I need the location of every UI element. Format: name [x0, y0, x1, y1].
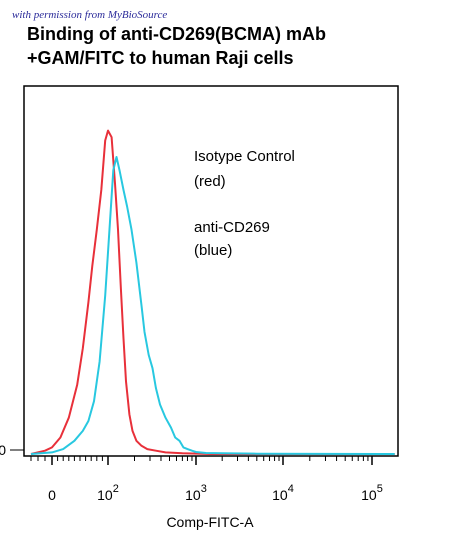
- y-tick-label: 0: [0, 442, 6, 458]
- x-tick-label: 104: [272, 483, 294, 503]
- x-tick-label: 105: [361, 483, 383, 503]
- annotation-anti-cd269: anti-CD269: [194, 219, 270, 236]
- anti-cd269-curve: [30, 156, 395, 455]
- annotation-isotype-color: (red): [194, 173, 226, 190]
- annotation-isotype: Isotype Control: [194, 148, 295, 165]
- annotation-anti-cd269-color: (blue): [194, 242, 232, 259]
- x-tick-label: 0: [48, 487, 56, 503]
- histogram-series: [30, 129, 395, 455]
- x-tick-label: 103: [185, 483, 207, 503]
- annotation-block: Isotype Control (red) anti-CD269 (blue): [194, 148, 295, 259]
- chart-title-line-2: +GAM/FITC to human Raji cells: [27, 48, 294, 68]
- y-axis-tick-labels: 0: [0, 442, 24, 458]
- x-tick-label: 102: [97, 483, 119, 503]
- x-axis-ticks: [30, 456, 373, 465]
- chart-title-line-1: Binding of anti-CD269(BCMA) mAb: [27, 24, 326, 44]
- plot-frame: [23, 85, 399, 457]
- isotype-control-curve: [30, 129, 395, 455]
- x-axis-tick-labels: 0 102 103 104 105: [48, 483, 383, 503]
- x-axis-label: Comp-FITC-A: [166, 514, 254, 530]
- watermark-text: with permission from MyBioSource: [12, 9, 168, 21]
